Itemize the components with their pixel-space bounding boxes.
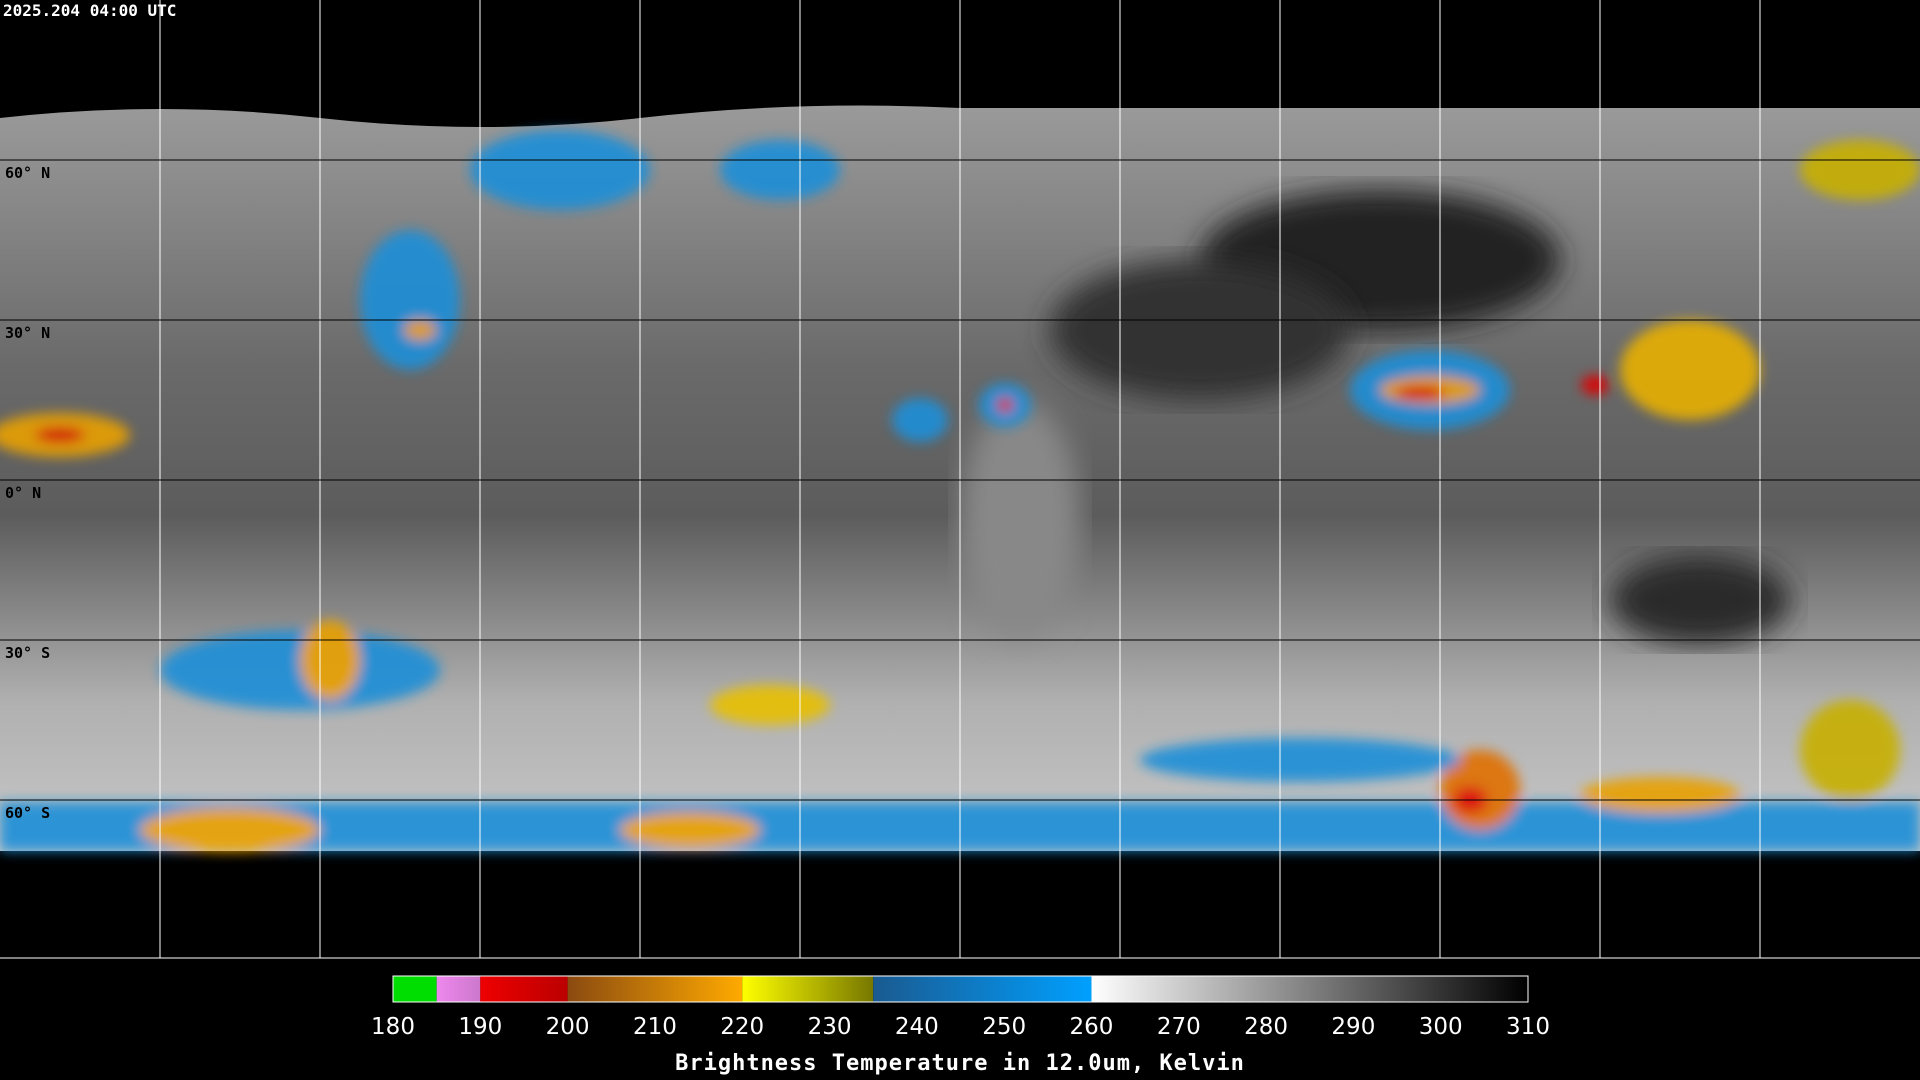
colorbar-tick-label: 200: [546, 1014, 590, 1040]
colorbar-tick-label: 190: [458, 1014, 502, 1040]
colorbar-segment: [436, 976, 481, 1002]
latitude-label: 60° S: [5, 804, 50, 822]
graticule: [0, 0, 1920, 959]
colorbar-segment: [567, 976, 743, 1002]
colorbar-segment: [1091, 976, 1528, 1002]
colorbar-segment: [873, 976, 1092, 1002]
latitude-label: 60° N: [5, 164, 50, 182]
latitude-label: 30° N: [5, 324, 50, 342]
latitude-labels: 60° N 30° N 0° N 30° S 60° S: [5, 164, 50, 822]
colorbar-tick-label: 280: [1244, 1014, 1288, 1040]
colorbar: 180 190 200 210 220 230 240 250 260 270 280 290 300 3…: [371, 975, 1550, 1076]
colorbar-tick-label: 310: [1506, 1014, 1550, 1040]
colorbar-segment: [742, 976, 874, 1002]
timestamp: 2025.204 04:00 UTC: [3, 1, 176, 20]
colorbar-tick-label: 260: [1070, 1014, 1114, 1040]
colorbar-tick-label: 230: [808, 1014, 852, 1040]
colorbar-tick-label: 180: [371, 1014, 415, 1040]
colorbar-frame: [392, 975, 1529, 1003]
colorbar-segment: [393, 976, 437, 1002]
colorbar-tick-label: 270: [1157, 1014, 1201, 1040]
colorbar-tick-label: 290: [1331, 1014, 1375, 1040]
colorbar-tick-label: 250: [982, 1014, 1026, 1040]
colorbar-title: Brightness Temperature in 12.0um, Kelvin: [675, 1051, 1245, 1076]
colorbar-tick-label: 300: [1419, 1014, 1463, 1040]
colorbar-segment: [480, 976, 568, 1002]
latitude-label: 30° S: [5, 644, 50, 662]
colorbar-tick-label: 210: [633, 1014, 677, 1040]
latitude-label: 0° N: [5, 484, 41, 502]
colorbar-tick-label: 240: [895, 1014, 939, 1040]
colorbar-tick-label: 220: [720, 1014, 764, 1040]
